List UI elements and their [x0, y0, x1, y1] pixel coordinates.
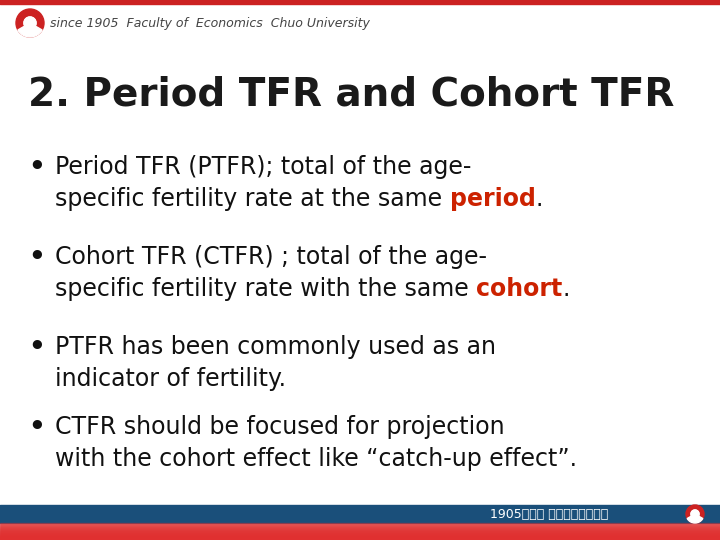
Text: •: • — [28, 335, 45, 361]
Text: .: . — [562, 277, 570, 301]
Text: cohort: cohort — [476, 277, 562, 301]
Text: PTFR has been commonly used as an: PTFR has been commonly used as an — [55, 335, 496, 359]
Text: •: • — [28, 245, 45, 271]
Text: specific fertility rate at the same: specific fertility rate at the same — [55, 187, 449, 211]
Text: Cohort TFR (CTFR) ; total of the age-: Cohort TFR (CTFR) ; total of the age- — [55, 245, 487, 269]
Text: since 1905  Faculty of  Economics  Chuo University: since 1905 Faculty of Economics Chuo Uni… — [50, 17, 370, 30]
Text: specific fertility rate with the same: specific fertility rate with the same — [55, 277, 476, 301]
Text: period: period — [449, 187, 536, 211]
Text: Period TFR (PTFR); total of the age-: Period TFR (PTFR); total of the age- — [55, 155, 472, 179]
Text: with the cohort effect like “catch-up effect”.: with the cohort effect like “catch-up ef… — [55, 447, 577, 471]
Circle shape — [686, 505, 704, 523]
Text: indicator of fertility.: indicator of fertility. — [55, 367, 286, 391]
Circle shape — [691, 510, 699, 518]
Wedge shape — [18, 23, 42, 37]
Text: .: . — [536, 187, 543, 211]
Text: 2. Period TFR and Cohort TFR: 2. Period TFR and Cohort TFR — [28, 75, 675, 113]
Wedge shape — [24, 17, 36, 29]
Text: CTFR should be focused for projection: CTFR should be focused for projection — [55, 415, 505, 439]
Text: 1905年創立 中央大学経済学部: 1905年創立 中央大学経済学部 — [490, 508, 608, 521]
Text: •: • — [28, 415, 45, 441]
Wedge shape — [687, 514, 703, 523]
Circle shape — [16, 9, 44, 37]
Wedge shape — [691, 510, 699, 518]
Circle shape — [24, 17, 36, 29]
Text: •: • — [28, 155, 45, 181]
